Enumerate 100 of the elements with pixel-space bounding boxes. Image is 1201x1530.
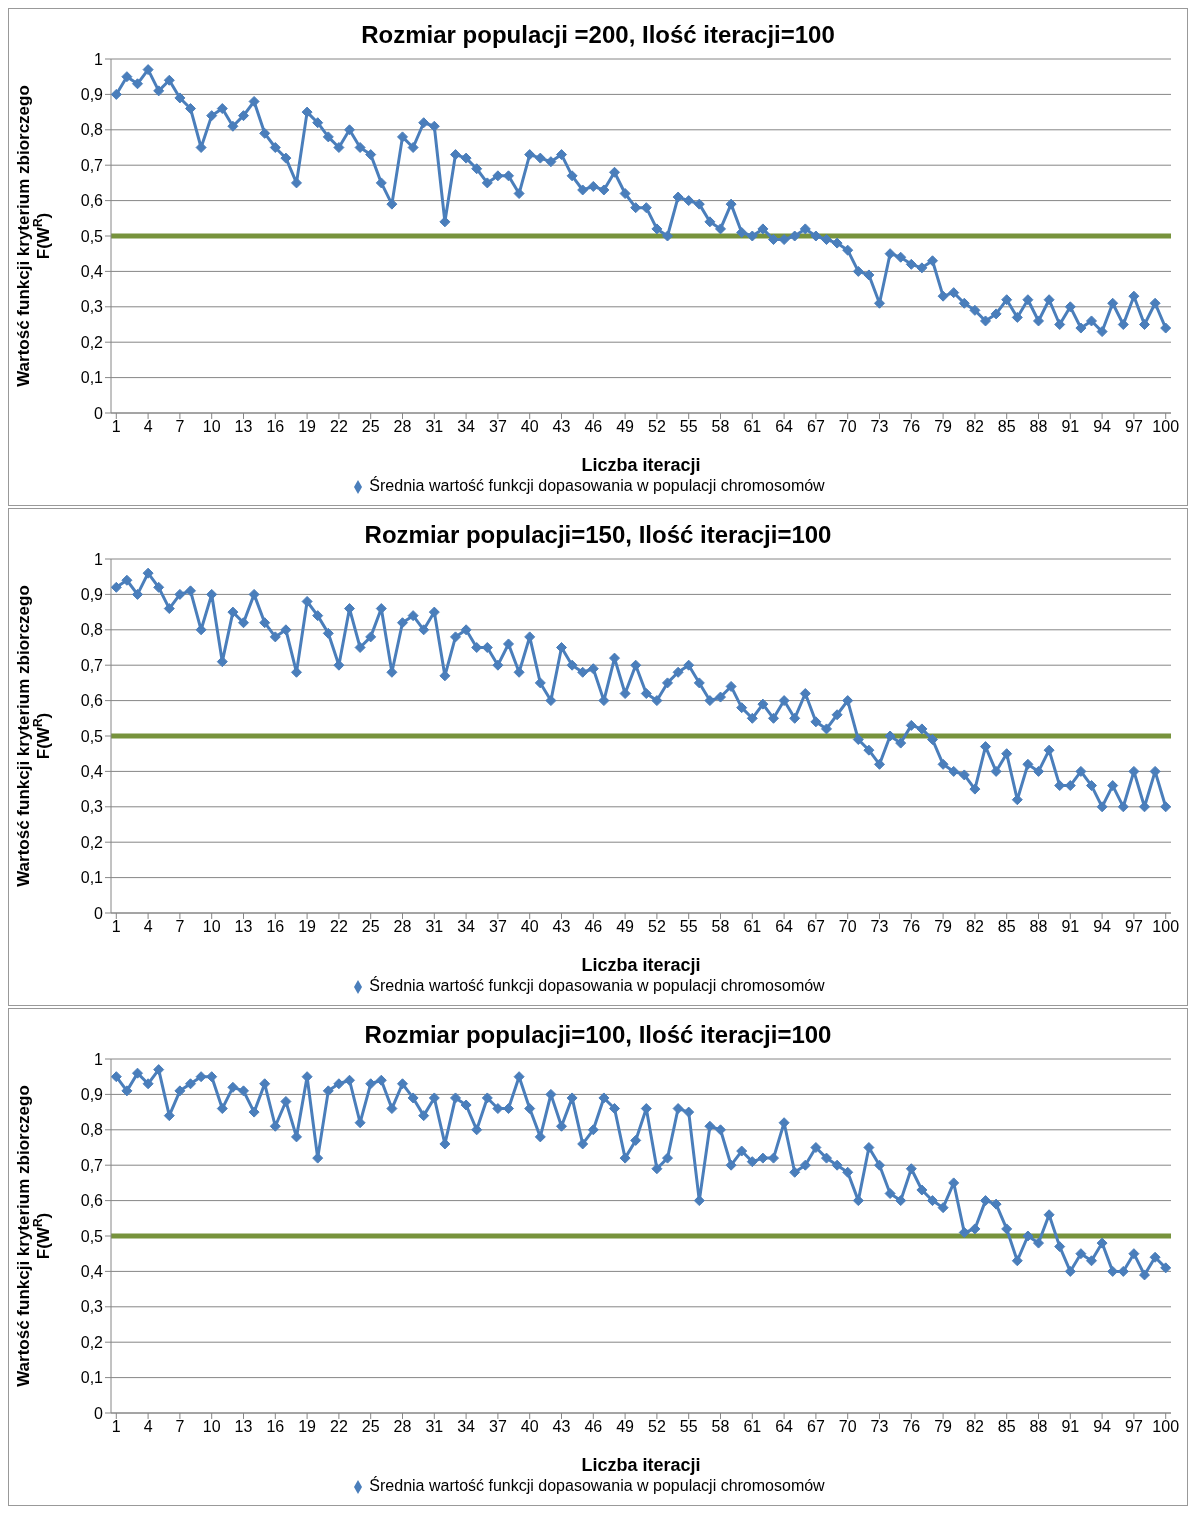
x-tick-label: 67 bbox=[807, 418, 825, 436]
chart-title: Rozmiar populacji=100, Ilość iteracji=100 bbox=[363, 1020, 833, 1050]
x-tick-label: 70 bbox=[838, 918, 857, 936]
x-tick-label: 58 bbox=[711, 418, 730, 436]
x-tick-label: 79 bbox=[934, 418, 953, 436]
y-tick-label: 1 bbox=[94, 550, 104, 568]
x-tick-label: 7 bbox=[175, 1418, 185, 1436]
x-tick-label: 97 bbox=[1125, 1418, 1143, 1436]
x-tick-label: 37 bbox=[489, 1418, 507, 1436]
x-tick-label: 100 bbox=[1152, 418, 1180, 436]
x-tick-label: 76 bbox=[902, 918, 921, 936]
x-tick-label: 49 bbox=[616, 1418, 635, 1436]
y-tick-label: 0,9 bbox=[80, 86, 104, 104]
x-tick-label: 25 bbox=[361, 1418, 380, 1436]
x-tick-label: 1 bbox=[111, 1418, 121, 1436]
x-tick-label: 4 bbox=[143, 918, 153, 936]
x-tick-label: 82 bbox=[966, 918, 984, 936]
x-tick-label: 85 bbox=[997, 418, 1016, 436]
x-tick-label: 13 bbox=[234, 418, 253, 436]
y-tick-label: 0 bbox=[94, 1404, 104, 1422]
x-tick-label: 28 bbox=[393, 1418, 412, 1436]
y-tick-label: 0,4 bbox=[80, 1263, 104, 1281]
x-tick-label: 85 bbox=[997, 1418, 1016, 1436]
x-tick-label: 22 bbox=[330, 418, 348, 436]
y-tick-label: 0,9 bbox=[80, 1086, 104, 1104]
x-tick-label: 49 bbox=[616, 418, 635, 436]
x-tick-label: 58 bbox=[711, 1418, 730, 1436]
x-tick-label: 97 bbox=[1125, 418, 1143, 436]
y-tick-label: 0,5 bbox=[80, 727, 104, 745]
x-tick-label: 22 bbox=[330, 1418, 348, 1436]
x-tick-label: 1 bbox=[111, 918, 121, 936]
x-tick-label: 91 bbox=[1061, 918, 1080, 936]
y-tick-label: 0,7 bbox=[80, 1156, 104, 1174]
x-tick-label: 46 bbox=[584, 1418, 603, 1436]
x-tick-label: 19 bbox=[298, 418, 317, 436]
x-tick-label: 1 bbox=[111, 418, 121, 436]
x-tick-label: 79 bbox=[934, 918, 953, 936]
x-tick-label: 52 bbox=[648, 1418, 666, 1436]
x-tick-label: 40 bbox=[520, 418, 539, 436]
x-tick-label: 28 bbox=[393, 918, 412, 936]
x-tick-label: 64 bbox=[775, 418, 794, 436]
y-tick-label: 0 bbox=[94, 404, 104, 422]
x-tick-label: 70 bbox=[838, 1418, 857, 1436]
x-tick-label: 88 bbox=[1029, 918, 1048, 936]
x-tick-label: 76 bbox=[902, 1418, 921, 1436]
x-tick-label: 73 bbox=[870, 918, 889, 936]
x-tick-label: 19 bbox=[298, 1418, 317, 1436]
x-tick-label: 67 bbox=[807, 918, 825, 936]
x-tick-label: 40 bbox=[520, 918, 539, 936]
y-tick-label: 0,3 bbox=[80, 798, 104, 816]
y-tick-label: 1 bbox=[94, 1050, 104, 1068]
x-tick-label: 34 bbox=[457, 1418, 476, 1436]
x-tick-label: 13 bbox=[234, 1418, 253, 1436]
y-tick-label: 0,3 bbox=[80, 298, 104, 316]
x-tick-label: 67 bbox=[807, 1418, 825, 1436]
chart-title: Rozmiar populacji =200, Ilość iteracji=100 bbox=[360, 20, 836, 50]
x-tick-label: 49 bbox=[616, 918, 635, 936]
x-tick-label: 94 bbox=[1093, 418, 1112, 436]
x-tick-label: 52 bbox=[648, 918, 666, 936]
x-tick-label: 4 bbox=[143, 1418, 153, 1436]
x-tick-label: 58 bbox=[711, 918, 730, 936]
x-tick-label: 61 bbox=[743, 918, 762, 936]
x-tick-label: 55 bbox=[679, 1418, 698, 1436]
y-tick-label: 0,6 bbox=[80, 692, 104, 710]
x-tick-label: 61 bbox=[743, 418, 762, 436]
x-tick-label: 34 bbox=[457, 418, 476, 436]
x-tick-label: 46 bbox=[584, 418, 603, 436]
x-tick-label: 73 bbox=[870, 418, 889, 436]
legend-label: Średnia wartość funkcji dopasowania w populacji chromosomów bbox=[369, 477, 825, 494]
x-tick-label: 31 bbox=[425, 418, 444, 436]
y-tick-label: 0,2 bbox=[80, 833, 104, 851]
x-tick-label: 10 bbox=[202, 918, 221, 936]
legend-label: Średnia wartość funkcji dopasowania w populacji chromosomów bbox=[369, 977, 825, 994]
x-axis-title: Liczba iteracji bbox=[581, 455, 701, 475]
x-tick-label: 76 bbox=[902, 418, 921, 436]
x-tick-label: 16 bbox=[266, 418, 285, 436]
y-tick-label: 0,7 bbox=[80, 156, 104, 174]
y-tick-label: 0,1 bbox=[80, 869, 104, 887]
x-tick-label: 28 bbox=[393, 418, 412, 436]
x-tick-label: 73 bbox=[870, 1418, 889, 1436]
x-tick-label: 55 bbox=[679, 418, 698, 436]
y-tick-label: 0,5 bbox=[80, 1227, 104, 1245]
x-tick-label: 94 bbox=[1093, 1418, 1112, 1436]
x-tick-label: 46 bbox=[584, 918, 603, 936]
x-tick-label: 82 bbox=[966, 418, 984, 436]
y-tick-label: 0,6 bbox=[80, 192, 104, 210]
x-tick-label: 94 bbox=[1093, 918, 1112, 936]
x-tick-label: 10 bbox=[202, 418, 221, 436]
x-tick-label: 37 bbox=[489, 418, 507, 436]
x-tick-label: 88 bbox=[1029, 1418, 1048, 1436]
x-tick-label: 40 bbox=[520, 1418, 539, 1436]
x-tick-label: 43 bbox=[552, 1418, 571, 1436]
x-tick-label: 43 bbox=[552, 918, 571, 936]
chart-title: Rozmiar populacji=150, Ilość iteracji=100 bbox=[363, 520, 833, 550]
x-tick-label: 16 bbox=[266, 1418, 285, 1436]
x-tick-label: 85 bbox=[997, 918, 1016, 936]
y-tick-label: 0,6 bbox=[80, 1192, 104, 1210]
x-tick-label: 82 bbox=[966, 1418, 984, 1436]
x-tick-label: 43 bbox=[552, 418, 571, 436]
x-axis-title: Liczba iteracji bbox=[581, 955, 701, 975]
